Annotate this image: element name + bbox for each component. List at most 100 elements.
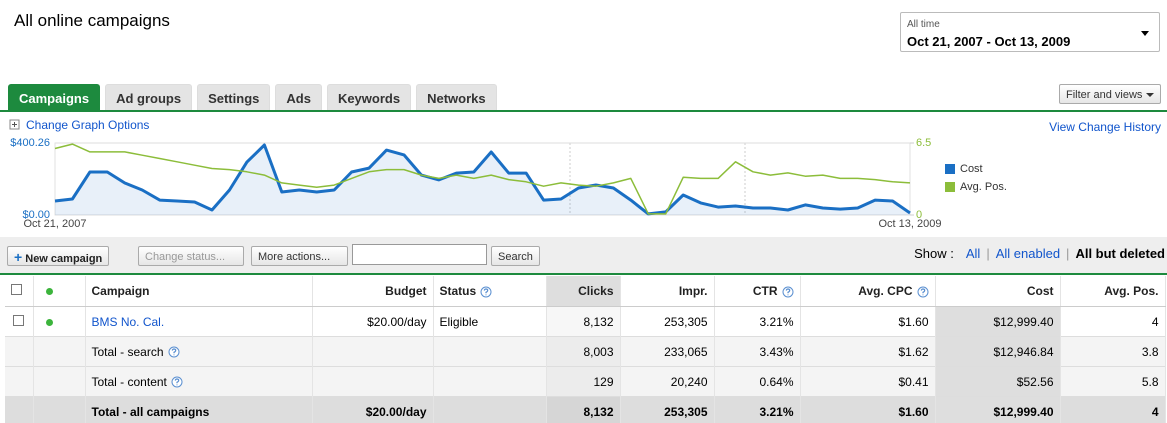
cell-text: $20.00/day — [365, 404, 427, 419]
cell-text: Total - all campaigns — [91, 404, 210, 419]
status-dot-cell — [33, 306, 86, 337]
page-title: All online campaigns — [14, 11, 170, 30]
cell-text: Total - search — [91, 344, 164, 359]
cell-text: $12,946.84 — [993, 344, 1054, 359]
status-dot-cell — [33, 396, 86, 423]
cell — [312, 336, 434, 367]
column-header[interactable]: Avg. CPC — [800, 276, 936, 307]
column-header[interactable]: Status — [433, 276, 547, 307]
search-input[interactable] — [352, 244, 487, 265]
cell: 8,132 — [546, 396, 621, 423]
separator: | — [1066, 246, 1070, 261]
cell: Eligible — [433, 306, 547, 337]
column-header[interactable]: CTR — [714, 276, 801, 307]
cell: 3.21% — [714, 306, 801, 337]
dropdown-arrow — [1141, 31, 1149, 40]
column-header-label: Clicks — [578, 284, 614, 298]
cell-text: $0.41 — [898, 374, 929, 389]
cell-text: 3.21% — [759, 314, 794, 329]
y2-tick-label: 0 — [916, 209, 922, 221]
cell-text: 8,003 — [583, 344, 614, 359]
cell: BMS No. Cal. — [85, 306, 313, 337]
help-icon — [171, 376, 183, 388]
y-tick-label: $0.00 — [22, 209, 50, 221]
x-tick-label: Oct 21, 2007 — [24, 218, 87, 230]
tab-rule — [0, 110, 1167, 112]
cell: $1.60 — [800, 306, 936, 337]
series-line — [54, 143, 911, 215]
cell-text[interactable]: BMS No. Cal. — [91, 314, 165, 329]
cost-area — [55, 145, 910, 215]
tab[interactable]: Networks — [416, 84, 497, 111]
date-range-picker[interactable]: All time Oct 21, 2007 - Oct 13, 2009 — [900, 12, 1160, 52]
cell: 3.43% — [714, 336, 801, 367]
cell: 233,065 — [620, 336, 715, 367]
cell: Total - search — [85, 336, 313, 367]
date-range-value: Oct 21, 2007 - Oct 13, 2009 — [907, 34, 1071, 49]
tab[interactable]: Ads — [275, 84, 322, 111]
checkbox-cell — [5, 336, 34, 367]
column-header-label: Cost — [1026, 284, 1054, 298]
cell: 5.8 — [1060, 366, 1166, 397]
cell-text: Eligible — [439, 314, 479, 329]
cell: 0.64% — [714, 366, 801, 397]
tab[interactable]: Settings — [197, 84, 271, 111]
checkbox-cell — [5, 396, 34, 423]
tab[interactable]: Keywords — [326, 84, 412, 111]
tab[interactable]: Ad groups — [105, 84, 193, 111]
cell: 3.21% — [714, 396, 801, 423]
filter-button[interactable]: Filter and views — [1059, 84, 1162, 104]
tab-bar: Campaigns Ad groups Settings Ads Keywords Net… — [8, 84, 497, 111]
cell-text: 4 — [1151, 404, 1159, 419]
cell: $0.41 — [800, 366, 936, 397]
status-dot — [45, 318, 53, 326]
cell: $12,999.40 — [935, 396, 1061, 423]
checkbox[interactable] — [13, 314, 25, 326]
cell-text: $1.60 — [898, 404, 929, 419]
help-mark — [785, 288, 790, 296]
dropdown-arrow — [1146, 93, 1155, 101]
filter-label: Filter and views — [1066, 89, 1143, 101]
cell-text: 8,132 — [583, 404, 614, 419]
expand-icon-plus — [12, 122, 17, 127]
cell: 253,305 — [620, 306, 715, 337]
cell: $20.00/day — [312, 396, 434, 423]
show-option[interactable]: All enabled — [995, 246, 1061, 261]
cell-text: 20,240 — [670, 374, 708, 389]
cell: 20,240 — [620, 366, 715, 397]
change-history-link[interactable]: View Change History — [1049, 120, 1161, 134]
column-header[interactable]: Campaign — [85, 276, 313, 307]
more-actions-button[interactable]: More actions... — [251, 246, 348, 266]
cell-text: 3.43% — [759, 344, 794, 359]
cell: 4 — [1060, 306, 1166, 337]
cell-text: $20.00/day — [367, 314, 427, 329]
cell-text: $12,999.40 — [993, 404, 1054, 419]
cell-text: 3.21% — [759, 404, 794, 419]
legend-swatch — [945, 164, 955, 174]
column-header[interactable]: Impr. — [620, 276, 715, 307]
column-header-label: CTR — [752, 284, 778, 298]
x-tick-label: Oct 13, 2009 — [879, 218, 942, 230]
help-icon — [917, 286, 928, 298]
header-status-cell — [33, 276, 86, 307]
change-status-button[interactable]: Change status... — [138, 246, 244, 266]
cell-text: 233,065 — [664, 344, 708, 359]
column-header[interactable]: Avg. Pos. — [1060, 276, 1166, 307]
help-mark — [483, 288, 489, 296]
y2-tick-label: 6.5 — [916, 137, 931, 149]
column-header[interactable]: Cost — [935, 276, 1061, 307]
show-option[interactable]: All — [965, 246, 981, 261]
cell: Total - all campaigns — [85, 396, 313, 423]
search-button[interactable]: Search — [491, 246, 540, 266]
cell: 8,132 — [546, 306, 621, 337]
checkbox-cell — [5, 306, 34, 337]
tab[interactable]: Campaigns — [8, 84, 101, 111]
show-filter: Show : All | All enabled | All but deleted — [914, 246, 1165, 261]
show-label: Show : — [914, 246, 954, 261]
column-header[interactable]: Budget — [312, 276, 434, 307]
separator: | — [986, 246, 990, 261]
column-header[interactable]: Clicks — [546, 276, 621, 307]
new-campaign-button[interactable]: + New campaign — [7, 246, 110, 266]
graph-options-link[interactable]: Change Graph Options — [26, 118, 149, 132]
